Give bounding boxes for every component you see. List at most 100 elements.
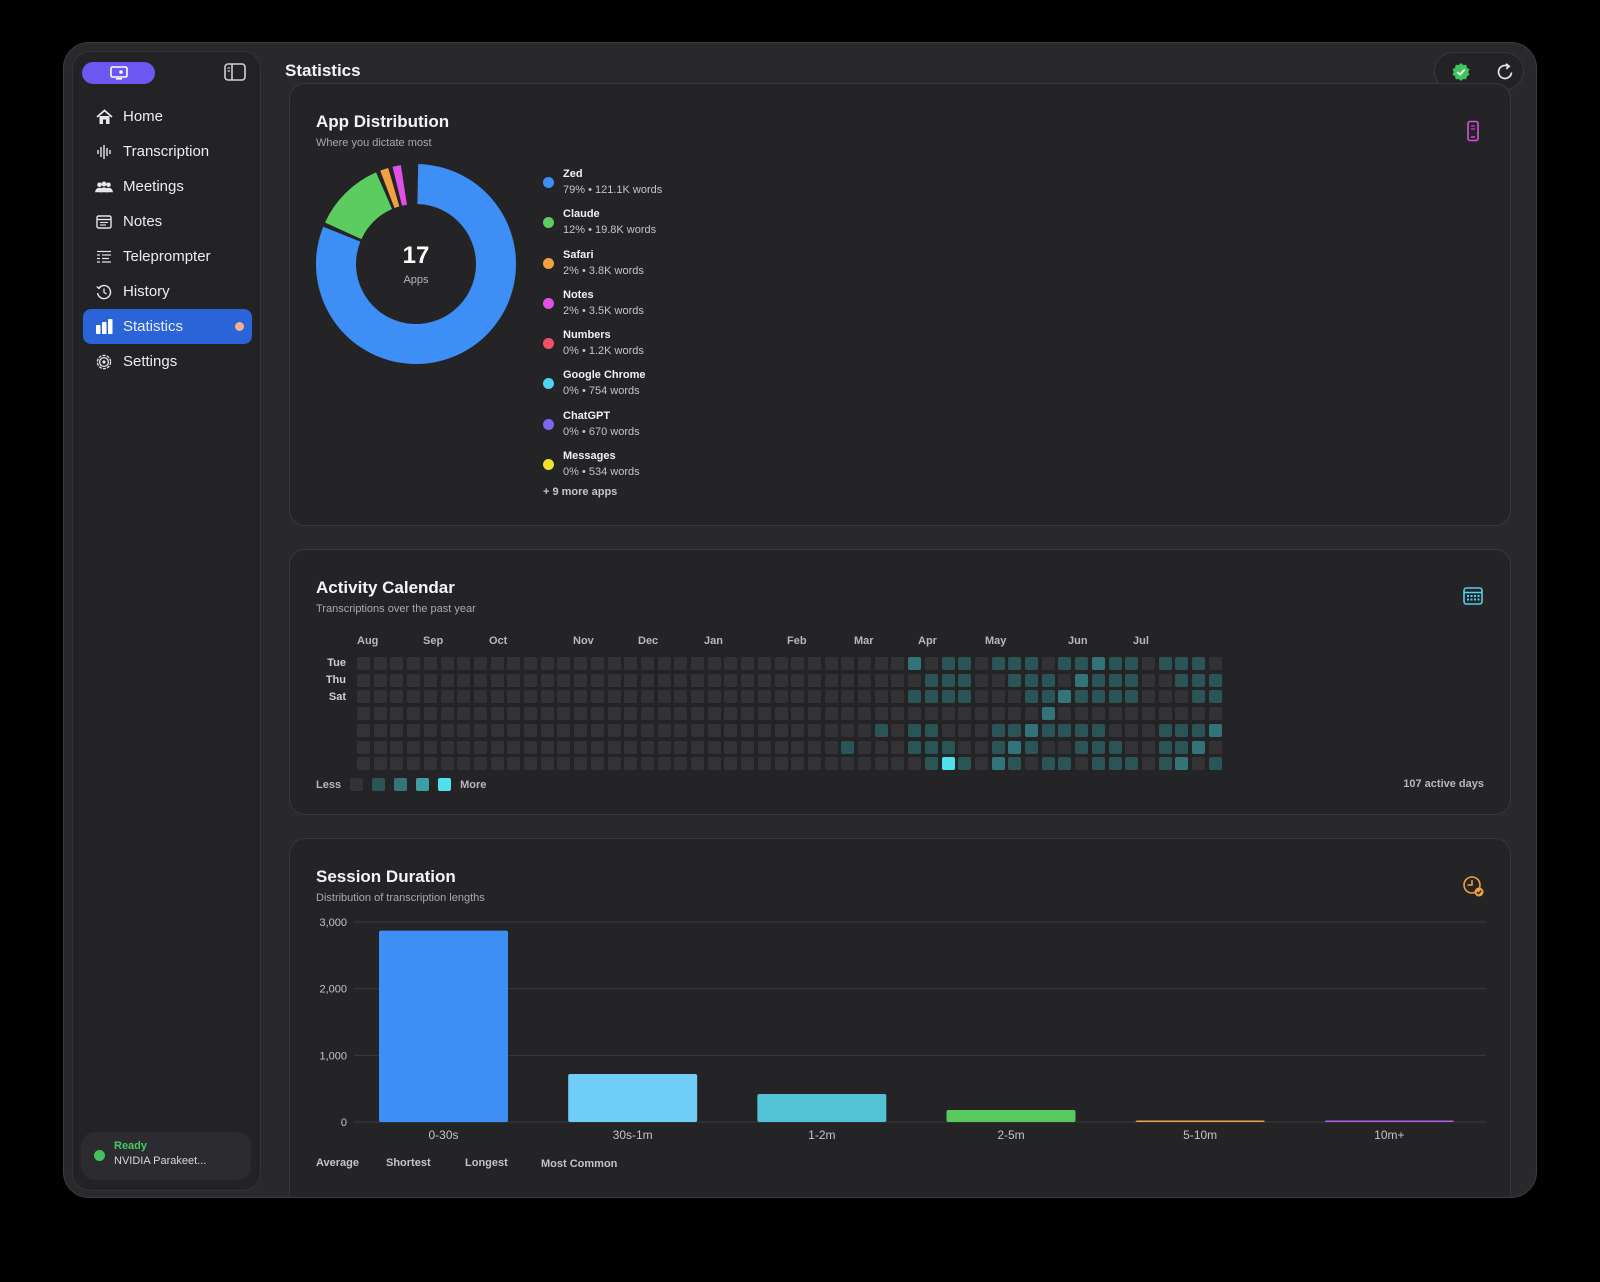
heatmap-cell[interactable] — [590, 723, 604, 737]
heatmap-cell[interactable] — [1192, 657, 1205, 670]
heatmap-cell[interactable] — [423, 757, 437, 771]
heatmap-cell[interactable] — [941, 740, 955, 754]
heatmap-cell[interactable] — [891, 740, 905, 754]
heatmap-cell[interactable] — [1208, 657, 1222, 670]
heatmap-cell[interactable] — [357, 707, 370, 721]
heatmap-cell[interactable] — [490, 657, 504, 670]
heatmap-cell[interactable] — [373, 757, 387, 771]
heatmap-cell[interactable] — [791, 657, 805, 670]
heatmap-cell[interactable] — [1141, 657, 1155, 670]
heatmap-cell[interactable] — [1125, 740, 1139, 754]
heatmap-cell[interactable] — [1025, 723, 1038, 737]
heatmap-cell[interactable] — [791, 723, 805, 737]
heatmap-cell[interactable] — [373, 740, 387, 754]
sidebar-item-transcription[interactable]: Transcription — [83, 134, 252, 169]
heatmap-cell[interactable] — [473, 707, 487, 721]
heatmap-cell[interactable] — [557, 707, 571, 721]
heatmap-cell[interactable] — [958, 690, 972, 704]
heatmap-cell[interactable] — [1008, 740, 1022, 754]
heatmap-cell[interactable] — [1025, 673, 1038, 687]
legend-item[interactable]: Safari 2% • 3.8K words — [543, 249, 662, 289]
heatmap-cell[interactable] — [974, 740, 988, 754]
heatmap-cell[interactable] — [674, 757, 688, 771]
legend-item[interactable]: Numbers 0% • 1.2K words — [543, 329, 662, 369]
bar-30s-1m[interactable] — [568, 1074, 698, 1122]
sidebar-toggle-icon[interactable] — [224, 63, 246, 81]
heatmap-cell[interactable] — [741, 673, 755, 687]
heatmap-cell[interactable] — [891, 690, 905, 704]
heatmap-cell[interactable] — [390, 757, 404, 771]
heatmap-cell[interactable] — [1192, 690, 1205, 704]
heatmap-cell[interactable] — [1208, 707, 1222, 721]
sidebar-item-statistics[interactable]: Statistics — [83, 309, 252, 344]
heatmap-cell[interactable] — [457, 707, 471, 721]
heatmap-cell[interactable] — [473, 657, 487, 670]
heatmap-cell[interactable] — [1192, 707, 1205, 721]
heatmap-cell[interactable] — [824, 757, 838, 771]
heatmap-cell[interactable] — [824, 707, 838, 721]
heatmap-cell[interactable] — [1192, 723, 1205, 737]
heatmap-cell[interactable] — [757, 690, 771, 704]
heatmap-cell[interactable] — [624, 723, 638, 737]
heatmap-cell[interactable] — [991, 723, 1005, 737]
sidebar-item-notes[interactable]: Notes — [83, 204, 252, 239]
heatmap-cell[interactable] — [390, 690, 404, 704]
heatmap-cell[interactable] — [407, 723, 421, 737]
heatmap-cell[interactable] — [891, 657, 905, 670]
heatmap-cell[interactable] — [1158, 657, 1172, 670]
heatmap-cell[interactable] — [590, 757, 604, 771]
heatmap-cell[interactable] — [1058, 723, 1072, 737]
heatmap-cell[interactable] — [1192, 757, 1205, 771]
heatmap-cell[interactable] — [390, 723, 404, 737]
heatmap-cell[interactable] — [624, 740, 638, 754]
heatmap-cell[interactable] — [1125, 757, 1139, 771]
heatmap-cell[interactable] — [1041, 707, 1055, 721]
heatmap-cell[interactable] — [657, 657, 671, 670]
heatmap-cell[interactable] — [1091, 690, 1105, 704]
heatmap-cell[interactable] — [1108, 657, 1122, 670]
heatmap-cell[interactable] — [390, 707, 404, 721]
heatmap-cell[interactable] — [858, 723, 871, 737]
heatmap-cell[interactable] — [390, 740, 404, 754]
sidebar-item-teleprompter[interactable]: Teleprompter — [83, 239, 252, 274]
heatmap-cell[interactable] — [1192, 740, 1205, 754]
heatmap-cell[interactable] — [841, 740, 855, 754]
heatmap-cell[interactable] — [791, 690, 805, 704]
heatmap-cell[interactable] — [1141, 740, 1155, 754]
heatmap-cell[interactable] — [858, 707, 871, 721]
heatmap-cell[interactable] — [891, 673, 905, 687]
heatmap-cell[interactable] — [657, 690, 671, 704]
heatmap-cell[interactable] — [1058, 707, 1072, 721]
bar-0-30s[interactable] — [379, 930, 508, 1122]
heatmap-cell[interactable] — [741, 657, 755, 670]
heatmap-cell[interactable] — [524, 690, 537, 704]
heatmap-cell[interactable] — [1208, 690, 1222, 704]
legend-item[interactable]: Google Chrome 0% • 754 words — [543, 369, 662, 409]
donut-slice-zed[interactable] — [315, 164, 516, 365]
heatmap-cell[interactable] — [473, 723, 487, 737]
legend-item[interactable]: Claude 12% • 19.8K words — [543, 208, 662, 248]
heatmap-cell[interactable] — [657, 757, 671, 771]
heatmap-cell[interactable] — [774, 657, 788, 670]
heatmap-cell[interactable] — [1091, 740, 1105, 754]
heatmap-cell[interactable] — [457, 657, 471, 670]
donut-slice-notes[interactable] — [392, 165, 407, 206]
heatmap-cell[interactable] — [1008, 723, 1022, 737]
heatmap-cell[interactable] — [524, 723, 537, 737]
heatmap-cell[interactable] — [590, 690, 604, 704]
heatmap-cell[interactable] — [807, 757, 821, 771]
heatmap-cell[interactable] — [390, 673, 404, 687]
heatmap-cell[interactable] — [1091, 723, 1105, 737]
heatmap-cell[interactable] — [1158, 673, 1172, 687]
legend-item[interactable]: Messages 0% • 534 words — [543, 450, 662, 490]
heatmap-cell[interactable] — [473, 690, 487, 704]
heatmap-cell[interactable] — [841, 707, 855, 721]
heatmap-cell[interactable] — [991, 673, 1005, 687]
heatmap-cell[interactable] — [574, 757, 588, 771]
heatmap-cell[interactable] — [691, 657, 704, 670]
heatmap-cell[interactable] — [657, 723, 671, 737]
heatmap-cell[interactable] — [490, 740, 504, 754]
heatmap-cell[interactable] — [540, 723, 554, 737]
heatmap-cell[interactable] — [574, 740, 588, 754]
heatmap-cell[interactable] — [941, 707, 955, 721]
